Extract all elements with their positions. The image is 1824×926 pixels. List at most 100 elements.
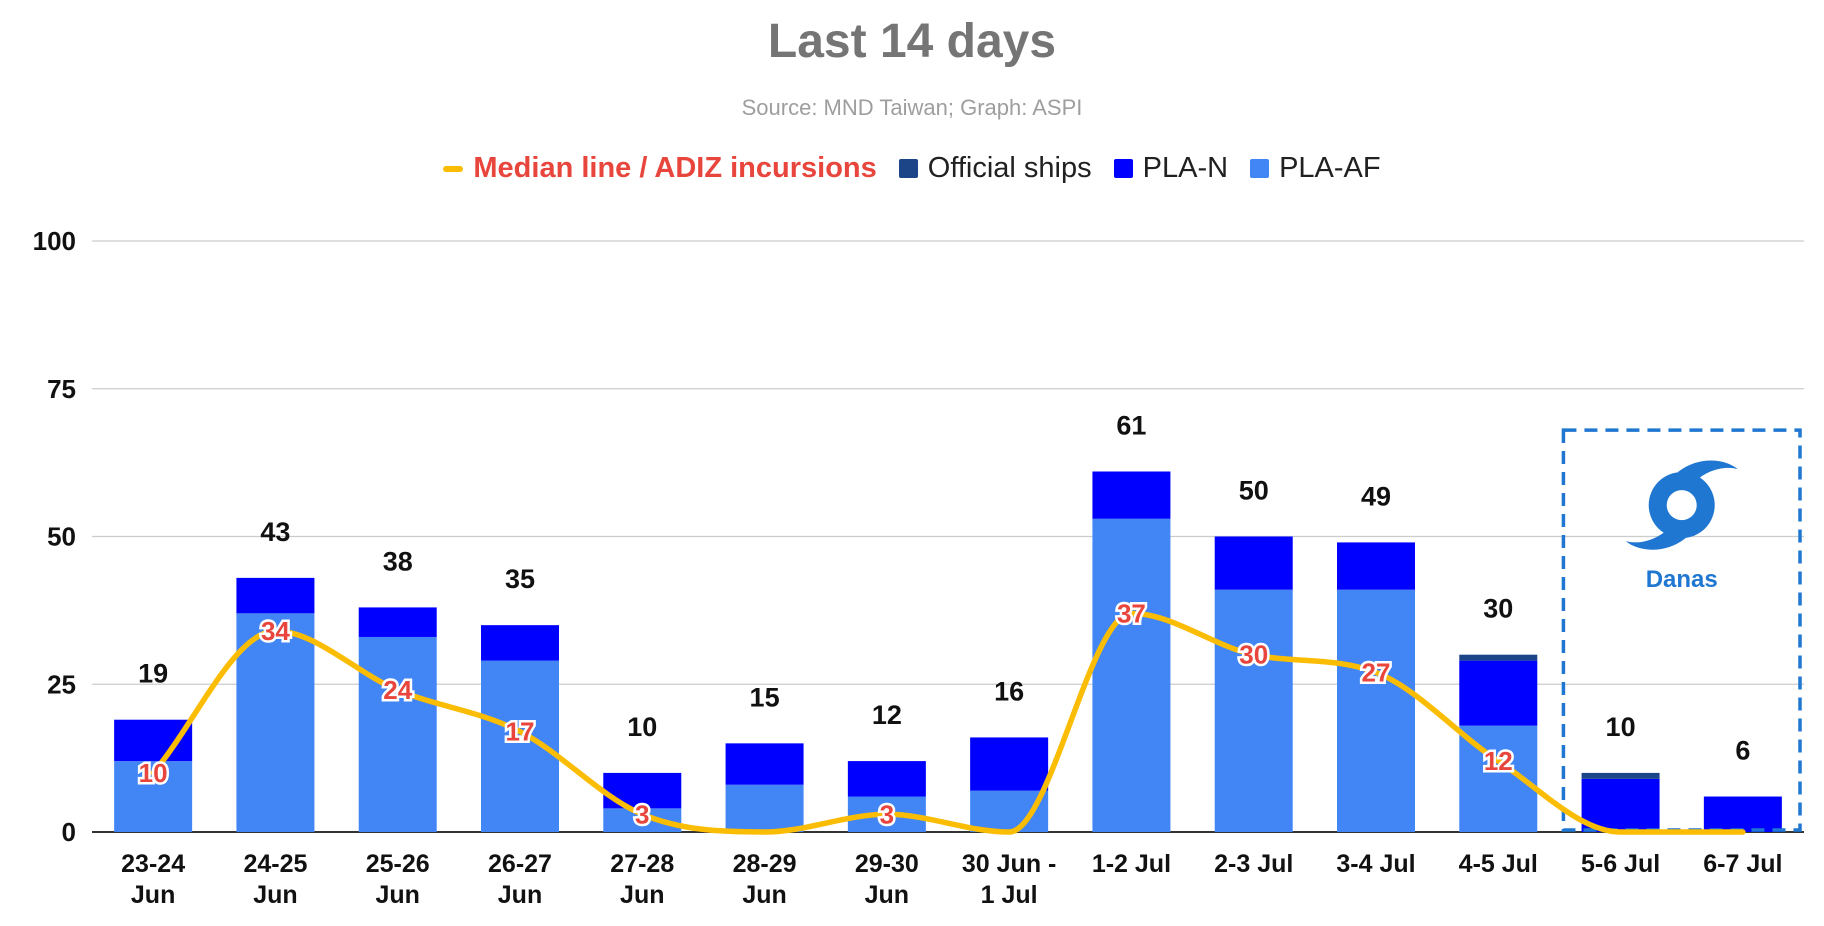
bar-pla-af xyxy=(970,790,1049,832)
pla-n-swatch xyxy=(1113,159,1133,178)
legend-item-pla-n: PLA-N xyxy=(1113,152,1229,185)
data-labels: 19 43 38 35 10 15 12 16 61 50 49 30 10 6 10 34 24 17 3 3 37 3… xyxy=(136,410,1750,831)
median-value-label: 3 xyxy=(880,799,894,829)
total-label: 50 xyxy=(1239,476,1269,506)
legend-item-median: Median line / ADIZ incursions xyxy=(443,152,877,185)
x-tick-label: Jun xyxy=(742,881,786,909)
bar-pla-n xyxy=(1092,471,1171,519)
total-label: 49 xyxy=(1361,481,1391,511)
legend-item-official-ships: Official ships xyxy=(898,152,1092,185)
median-value-label: 10 xyxy=(139,758,168,788)
bar-pla-af xyxy=(236,613,315,832)
x-tick-label: 6-7 Jul xyxy=(1703,850,1782,878)
x-tick-label: 28-29 xyxy=(733,850,797,878)
total-label: 38 xyxy=(383,546,413,576)
bar-pla-n xyxy=(1581,778,1660,832)
total-label: 10 xyxy=(1606,712,1636,742)
typhoon-arm-bottom xyxy=(1625,529,1686,550)
x-tick-label: 2-3 Jul xyxy=(1214,850,1293,878)
bar-pla-n xyxy=(1337,542,1415,590)
median-line xyxy=(150,610,1746,835)
total-label: 61 xyxy=(1116,410,1146,440)
total-label: 19 xyxy=(138,659,168,689)
bar-pla-af xyxy=(358,636,437,832)
x-tick-label: 24-25 xyxy=(243,850,307,878)
y-axis: 0 25 50 75 100 xyxy=(33,226,76,847)
median-line-swatch xyxy=(443,165,464,172)
bar-official-ships xyxy=(1581,772,1660,779)
bar-pla-n xyxy=(970,737,1049,791)
y-tick-label: 25 xyxy=(47,669,76,699)
typhoon-icon xyxy=(1625,460,1738,550)
bar-pla-n xyxy=(1703,796,1782,832)
gridlines xyxy=(92,240,1804,833)
bar-pla-n xyxy=(358,607,437,637)
legend-item-pla-af: PLA-AF xyxy=(1250,152,1381,185)
x-tick-label: Jun xyxy=(253,881,297,909)
bar-pla-af xyxy=(725,784,804,832)
x-tick-label: Jun xyxy=(620,881,664,909)
official-ships-swatch xyxy=(898,159,918,178)
total-label: 30 xyxy=(1483,594,1513,624)
legend-label-pla-af: PLA-AF xyxy=(1279,152,1381,184)
bar-pla-af xyxy=(1214,589,1293,832)
danas-annotation: Danas xyxy=(1561,428,1802,832)
bar-pla-n xyxy=(236,577,315,614)
x-tick-label: 30 Jun - xyxy=(962,850,1056,878)
bar-pla-n xyxy=(1459,660,1538,726)
bar-pla-af xyxy=(1092,518,1171,832)
x-tick-label: Jun xyxy=(498,881,542,909)
median-value-label: 3 xyxy=(635,799,649,829)
bar-pla-af xyxy=(1337,589,1415,832)
pla-af-swatch xyxy=(1250,159,1270,178)
x-axis: 23-24 Jun 24-25 Jun 25-26 Jun 26-27 Jun 27-28 Jun… xyxy=(121,850,1782,909)
total-label: 35 xyxy=(505,564,535,594)
bar-pla-n xyxy=(481,625,559,661)
bar-official-ships xyxy=(1459,654,1538,661)
x-tick-label: 29-30 xyxy=(855,850,919,878)
median-value-label: 27 xyxy=(1362,657,1391,687)
bar-pla-n xyxy=(1214,536,1293,590)
bar-pla-n xyxy=(847,761,926,797)
total-label: 12 xyxy=(872,700,902,730)
legend-label-official-ships: Official ships xyxy=(927,152,1092,184)
annotation-label: Danas xyxy=(1646,566,1718,593)
median-value-label: 34 xyxy=(261,616,290,646)
y-tick-label: 75 xyxy=(47,374,76,404)
median-value-label: 30 xyxy=(1239,640,1268,670)
total-label: 6 xyxy=(1735,736,1750,766)
chart-subtitle: Source: MND Taiwan; Graph: ASPI xyxy=(741,95,1083,120)
x-tick-label: 4-5 Jul xyxy=(1459,850,1538,878)
x-tick-label: 25-26 xyxy=(366,850,430,878)
x-tick-label: 5-6 Jul xyxy=(1581,850,1660,878)
typhoon-arm-top xyxy=(1677,460,1738,482)
bar-pla-af xyxy=(603,808,682,832)
bar-pla-n xyxy=(725,743,804,785)
x-tick-label: 1 Jul xyxy=(981,881,1038,909)
x-tick-label: 26-27 xyxy=(488,850,552,878)
total-label: 15 xyxy=(750,682,780,712)
median-value-label: 37 xyxy=(1117,598,1146,628)
legend-label-median: Median line / ADIZ incursions xyxy=(473,152,877,184)
typhoon-eye xyxy=(1666,490,1697,521)
y-tick-label: 100 xyxy=(33,226,76,256)
legend: Median line / ADIZ incursions Official s… xyxy=(0,152,1824,185)
legend-label-pla-n: PLA-N xyxy=(1142,152,1229,184)
total-label: 43 xyxy=(260,517,290,547)
annotation-box xyxy=(1561,428,1802,832)
total-label: 10 xyxy=(627,712,657,742)
total-label: 16 xyxy=(994,676,1024,706)
y-tick-label: 0 xyxy=(62,817,76,847)
x-tick-label: Jun xyxy=(865,881,909,909)
x-tick-label: Jun xyxy=(131,881,175,909)
x-tick-label: 1-2 Jul xyxy=(1092,850,1171,878)
median-line-path xyxy=(150,610,1746,835)
bars xyxy=(114,471,1782,832)
y-tick-label: 50 xyxy=(47,522,76,552)
x-tick-label: 23-24 xyxy=(121,850,185,878)
median-value-label: 17 xyxy=(506,717,535,747)
median-value-label: 12 xyxy=(1484,746,1513,776)
median-value-label: 24 xyxy=(383,675,412,705)
x-tick-label: 3-4 Jul xyxy=(1336,850,1415,878)
